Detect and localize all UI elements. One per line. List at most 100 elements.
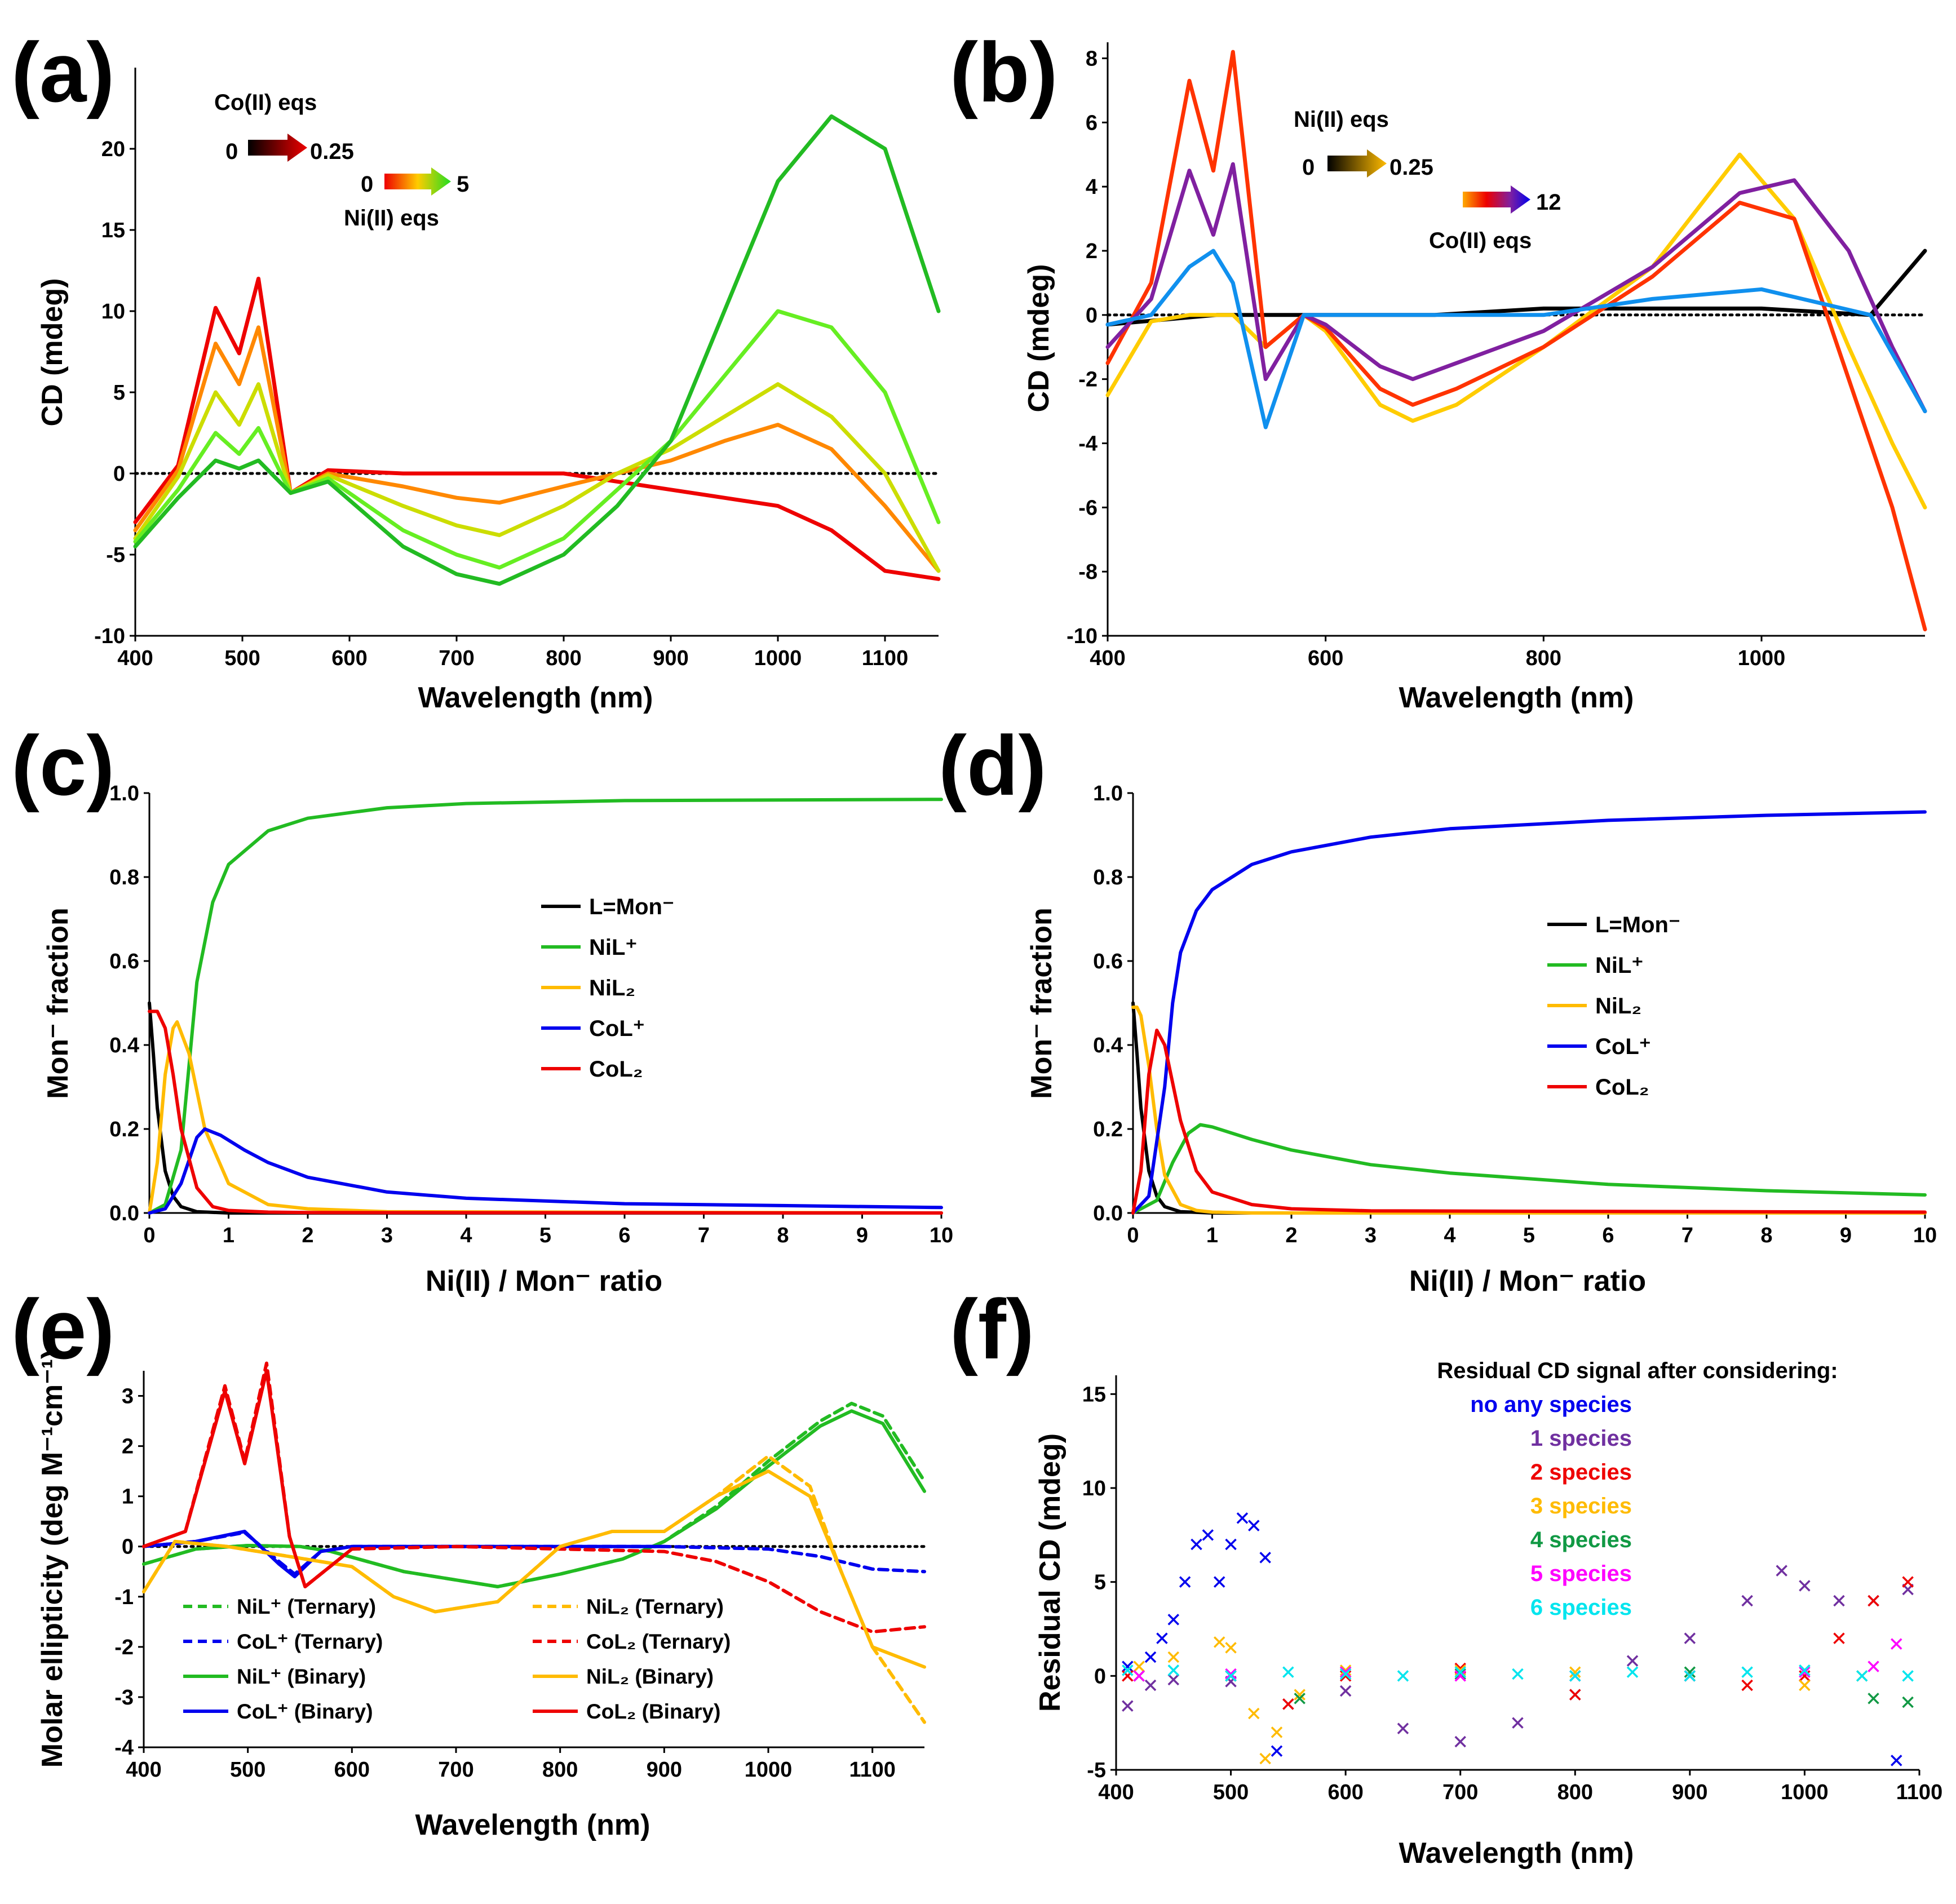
legend-label-e: NiL₂ (Ternary) — [586, 1595, 724, 1618]
legend-label-f: 2 species — [1530, 1460, 1632, 1485]
panel-label-e: (e) — [11, 1282, 114, 1376]
x-tick-label-e: 1100 — [849, 1758, 895, 1782]
x-tick-label-e: 400 — [126, 1758, 161, 1782]
series-line-d — [1131, 1123, 1927, 1215]
y-tick-label-b: -10 — [1066, 625, 1098, 648]
scatter-point-f — [1397, 1670, 1409, 1682]
series-line-a — [133, 114, 941, 586]
scatter-point-f — [1799, 1664, 1811, 1676]
y-tick-label-e: -2 — [114, 1636, 134, 1659]
y-tick-label-d: 0.8 — [1093, 866, 1123, 889]
series-line-d — [1131, 1028, 1927, 1215]
series-line-b — [1105, 162, 1927, 414]
y-tick-label-e: -1 — [114, 1586, 134, 1609]
x-tick-label-f: 600 — [1327, 1781, 1363, 1804]
y-tick-label-b: -6 — [1078, 496, 1098, 520]
scatter-point-f — [1122, 1670, 1134, 1682]
legend-a-ni-title: Ni(II) eqs — [344, 206, 439, 231]
plot-e: 400 500 600 700 800 900 1000 1100 -4 -3 -2 -1 0 1 2 3 Wa… — [36, 1349, 926, 1841]
scatter-point-f — [1225, 1668, 1237, 1680]
series-line-c — [148, 1009, 943, 1215]
scatter-point-f — [1167, 1614, 1180, 1626]
x-tick-label-b: 400 — [1090, 647, 1125, 670]
scatter-point-f — [1799, 1679, 1811, 1692]
legend-label-d: NiL₂ — [1595, 994, 1641, 1019]
panel-label-b: (b) — [950, 25, 1058, 119]
x-tick-label-f: 1100 — [1896, 1781, 1942, 1804]
y-tick-label-b: 4 — [1086, 175, 1098, 199]
scatter-point-f — [1122, 1700, 1134, 1712]
scatter-point-f — [1225, 1538, 1237, 1551]
scatter-point-f — [1902, 1670, 1914, 1682]
x-tick-label-c: 9 — [856, 1224, 868, 1247]
y-tick-label-c: 0.0 — [109, 1202, 139, 1225]
scatter-point-f — [1799, 1580, 1811, 1592]
x-tick-label-a: 800 — [546, 647, 581, 670]
panel-label-c: (c) — [11, 718, 114, 813]
scatter-point-f — [1167, 1664, 1180, 1676]
y-tick-label-f: -5 — [1087, 1759, 1106, 1782]
y-tick-label-a: 20 — [101, 138, 125, 161]
series-line-e — [142, 1361, 926, 1634]
scatter-point-f — [1397, 1723, 1409, 1734]
scatter-point-f — [1259, 1552, 1271, 1564]
scatter-point-f — [1902, 1696, 1914, 1708]
series-line-a — [133, 309, 941, 570]
x-tick-label-d: 0 — [1127, 1224, 1139, 1247]
x-tick-label-e: 500 — [230, 1758, 265, 1782]
x-tick-label-c: 7 — [698, 1224, 710, 1247]
y-tick-label-e: 1 — [122, 1485, 134, 1509]
scatter-point-f — [1569, 1670, 1581, 1682]
scatter-point-f — [1454, 1670, 1466, 1682]
legend-a-co-from: 0 — [225, 139, 238, 164]
panel-label-d: (d) — [939, 718, 1047, 813]
scatter-point-f — [1282, 1698, 1294, 1710]
scatter-point-f — [1741, 1666, 1753, 1678]
x-tick-label-c: 4 — [460, 1224, 472, 1247]
legend-a-ni-from: 0 — [361, 172, 373, 197]
y-tick-label-f: 0 — [1094, 1664, 1106, 1688]
panel-label-a: (a) — [11, 25, 114, 119]
x-axis-title-a: Wavelength (nm) — [418, 681, 653, 714]
y-tick-label-d: 0.4 — [1093, 1034, 1123, 1057]
scatter-point-f — [1569, 1689, 1581, 1701]
scatter-point-f — [1179, 1576, 1191, 1588]
x-tick-label-f: 900 — [1672, 1781, 1707, 1804]
scatter-point-f — [1225, 1642, 1237, 1654]
y-tick-label-d: 0.0 — [1093, 1202, 1123, 1225]
legend-label-e: CoL⁺ (Ternary) — [237, 1630, 383, 1653]
y-tick-label-c: 1.0 — [109, 782, 139, 805]
y-tick-label-c: 0.8 — [109, 866, 139, 889]
legend-label-d: CoL₂ — [1595, 1075, 1649, 1100]
y-tick-label-e: -3 — [114, 1686, 134, 1710]
scatter-point-f — [1202, 1529, 1214, 1541]
legend-label-f: 4 species — [1530, 1527, 1632, 1552]
scatter-point-f — [1248, 1707, 1260, 1720]
y-tick-label-b: 2 — [1086, 240, 1098, 263]
series-line-d — [1131, 1001, 1927, 1215]
legend-label-c: CoL⁺ — [589, 1016, 645, 1041]
y-tick-label-c: 0.4 — [109, 1034, 139, 1057]
scatter-point-f — [1167, 1651, 1180, 1663]
x-axis-title-b: Wavelength (nm) — [1399, 681, 1634, 714]
scatter-point-f — [1868, 1693, 1879, 1704]
legend-label-c: CoL₂ — [589, 1057, 643, 1082]
series-line-c — [148, 798, 943, 1215]
legend-a-ni-to: 5 — [457, 172, 469, 197]
scatter-point-f — [1799, 1666, 1811, 1678]
y-tick-label-e: -4 — [114, 1736, 134, 1760]
scatter-point-f — [1271, 1745, 1283, 1757]
x-tick-label-f: 800 — [1557, 1781, 1593, 1804]
legend-b-ni-to: 0.25 — [1389, 155, 1433, 180]
scatter-point-f — [1225, 1670, 1237, 1682]
scatter-point-f — [1294, 1693, 1306, 1704]
y-tick-label-a: -10 — [94, 625, 125, 648]
scatter-point-f — [1282, 1666, 1294, 1678]
x-tick-label-d: 4 — [1444, 1224, 1455, 1247]
scatter-point-f — [1902, 1576, 1914, 1588]
scatter-point-f — [1856, 1670, 1868, 1682]
x-tick-label-d: 9 — [1840, 1224, 1852, 1247]
scatter-point-f — [1833, 1632, 1845, 1644]
scatter-point-f — [1248, 1520, 1260, 1531]
x-tick-label-a: 900 — [653, 647, 688, 670]
